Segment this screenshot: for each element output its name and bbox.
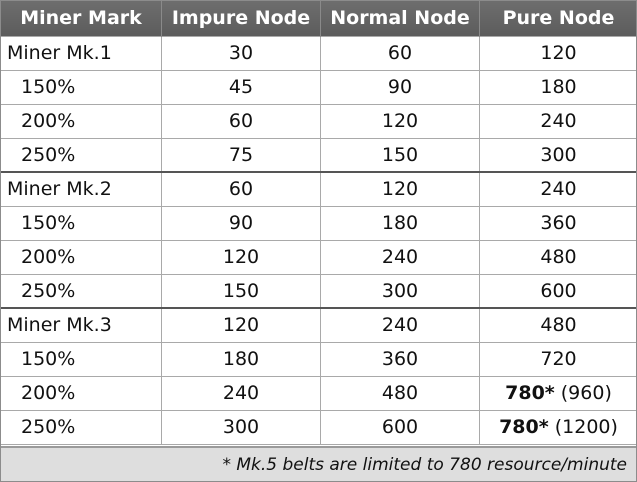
miner-yield-table: Miner Mark Impure Node Normal Node Pure … [0, 0, 637, 445]
pure-node-value: 720 [540, 348, 577, 370]
impure-node-cell: 120 [161, 239, 321, 275]
pure-node-cell: 600 [479, 273, 637, 309]
pure-node-cell: 480 [479, 307, 637, 343]
pure-node-value: (1200) [548, 416, 618, 438]
pure-node-value: (960) [554, 382, 612, 404]
impure-node-cell: 60 [161, 171, 321, 207]
pure-node-value: 180 [540, 76, 577, 98]
table-row: 200% 120 240 480 [0, 239, 637, 275]
normal-node-cell: 60 [320, 35, 480, 71]
normal-node-cell: 90 [320, 69, 480, 105]
pure-node-cell: 720 [479, 341, 637, 377]
pure-node-cell: 240 [479, 171, 637, 207]
overclock-cell: 150% [0, 341, 162, 377]
overclock-cell: 250% [0, 137, 162, 173]
pure-node-value: 480 [540, 314, 577, 337]
table-body: Miner Mk.1 30 60 120 150% 45 90 180 200% 60 120 240… [0, 35, 637, 445]
belt-cap-value: 780* [499, 416, 549, 438]
normal-node-cell: 300 [320, 273, 480, 309]
normal-node-cell: 480 [320, 375, 480, 411]
normal-node-cell: 150 [320, 137, 480, 173]
header-row: Miner Mark Impure Node Normal Node Pure … [0, 0, 637, 36]
table-row: 250% 150 300 600 [0, 273, 637, 309]
pure-node-value: 240 [540, 110, 577, 132]
impure-node-cell: 75 [161, 137, 321, 173]
header-miner-mark: Miner Mark [0, 0, 162, 36]
table-row: Miner Mk.1 30 60 120 [0, 35, 637, 71]
table-row: 250% 300 600 780* (1200) [0, 409, 637, 445]
table-row: Miner Mk.3 120 240 480 [0, 307, 637, 343]
pure-node-cell: 780* (1200) [479, 409, 637, 445]
table-row: 150% 90 180 360 [0, 205, 637, 241]
impure-node-cell: 30 [161, 35, 321, 71]
normal-node-cell: 180 [320, 205, 480, 241]
normal-node-cell: 600 [320, 409, 480, 445]
miner-mark-cell: Miner Mk.1 [0, 35, 162, 71]
header-pure-node: Pure Node [479, 0, 637, 36]
overclock-cell: 250% [0, 409, 162, 445]
impure-node-cell: 45 [161, 69, 321, 105]
normal-node-cell: 120 [320, 103, 480, 139]
table-row: Miner Mk.2 60 120 240 [0, 171, 637, 207]
pure-node-value: 240 [540, 178, 577, 201]
impure-node-cell: 120 [161, 307, 321, 343]
miner-mark-cell: Miner Mk.3 [0, 307, 162, 343]
header-normal-node: Normal Node [320, 0, 480, 36]
normal-node-cell: 360 [320, 341, 480, 377]
normal-node-cell: 240 [320, 239, 480, 275]
pure-node-cell: 240 [479, 103, 637, 139]
normal-node-cell: 240 [320, 307, 480, 343]
pure-node-value: 120 [540, 42, 577, 64]
normal-node-cell: 120 [320, 171, 480, 207]
belt-cap-value: 780* [505, 382, 555, 404]
pure-node-cell: 780* (960) [479, 375, 637, 411]
pure-node-cell: 360 [479, 205, 637, 241]
pure-node-value: 300 [540, 143, 577, 166]
table-row: 150% 180 360 720 [0, 341, 637, 377]
overclock-cell: 200% [0, 103, 162, 139]
overclock-cell: 250% [0, 273, 162, 309]
pure-node-cell: 180 [479, 69, 637, 105]
overclock-cell: 200% [0, 239, 162, 275]
impure-node-cell: 90 [161, 205, 321, 241]
miner-mark-cell: Miner Mk.2 [0, 171, 162, 207]
impure-node-cell: 240 [161, 375, 321, 411]
impure-node-cell: 300 [161, 409, 321, 445]
table-row: 200% 240 480 780* (960) [0, 375, 637, 411]
impure-node-cell: 180 [161, 341, 321, 377]
table-row: 250% 75 150 300 [0, 137, 637, 173]
overclock-cell: 200% [0, 375, 162, 411]
overclock-cell: 150% [0, 69, 162, 105]
pure-node-cell: 300 [479, 137, 637, 173]
overclock-cell: 150% [0, 205, 162, 241]
impure-node-cell: 60 [161, 103, 321, 139]
header-impure-node: Impure Node [161, 0, 321, 36]
pure-node-value: 480 [540, 246, 577, 268]
table-row: 150% 45 90 180 [0, 69, 637, 105]
pure-node-cell: 120 [479, 35, 637, 71]
pure-node-value: 600 [540, 279, 577, 302]
impure-node-cell: 150 [161, 273, 321, 309]
footnote: * Mk.5 belts are limited to 780 resource… [0, 446, 637, 482]
pure-node-cell: 480 [479, 239, 637, 275]
table-row: 200% 60 120 240 [0, 103, 637, 139]
pure-node-value: 360 [540, 212, 577, 234]
